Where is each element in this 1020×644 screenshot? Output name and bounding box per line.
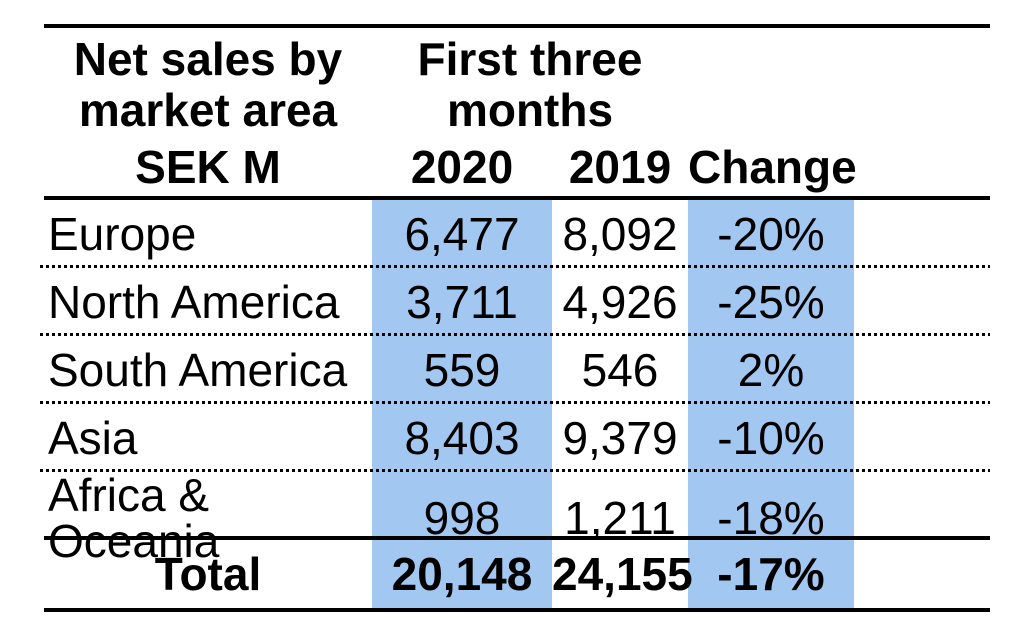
value-2020: 6,477 [404,208,520,260]
column-header-2020: 2020 [410,141,514,193]
period-header: First three months [372,34,688,136]
highlight-band-change [688,200,854,608]
row-label: South America [48,344,348,396]
row-label: Africa & Oceania [48,469,220,567]
net-sales-table: Net sales by market area First three mon… [40,24,990,612]
total-2020: 20,148 [391,548,533,600]
total-top-rule [44,536,990,540]
total-change: -17% [717,548,825,600]
table-row-total: Total 20,148 24,155 -17% [44,540,990,608]
header-bottom-rule [44,196,990,200]
header-title-row: Net sales by market area First three mon… [44,28,990,136]
table-top-rule [44,24,990,28]
table-header: Net sales by market area First three mon… [44,28,990,196]
period-header-line1: First three [417,33,643,85]
column-header-change: Change [688,141,857,193]
table-row-north-america: North America 3,711 4,926 -25% [40,268,990,336]
value-change: -18% [717,492,825,544]
column-header-2019: 2019 [568,141,672,193]
market-area-header-line2: market area [78,84,338,136]
value-change: -10% [717,412,825,464]
value-2020: 559 [423,344,501,396]
row-separator-dotted [40,401,990,404]
row-label: Asia [48,412,138,464]
value-change: 2% [737,344,805,396]
value-change: -20% [717,208,825,260]
row-separator-dotted [40,469,990,472]
value-change: -25% [717,276,825,328]
row-label: Europe [48,208,197,260]
table-row-europe: Europe 6,477 8,092 -20% [40,200,990,268]
total-2019: 24,155 [552,548,693,600]
row-label: North America [48,276,340,328]
table-row-asia: Asia 8,403 9,379 -10% [40,404,990,472]
table-body: Europe 6,477 8,092 -20% North America 3,… [40,200,990,612]
value-2020: 998 [423,492,501,544]
value-2019: 1,211 [564,492,676,544]
value-2019: 4,926 [562,276,678,328]
value-2019: 546 [581,344,659,396]
table-row-africa-oceania: Africa & Oceania 998 1,211 -18% [44,472,990,564]
period-header-line2: months [446,84,614,136]
header-columns-row: SEK M 2020 2019 Change [44,143,990,196]
market-area-header-line1: Net sales by [73,33,343,85]
row-separator-dotted [40,265,990,268]
highlight-band-2020 [372,200,552,608]
value-2019: 9,379 [562,412,678,464]
value-2019: 8,092 [562,208,678,260]
value-2020: 8,403 [404,412,520,464]
value-2020: 3,711 [406,276,518,328]
row-separator-dotted [40,333,990,336]
header-spacer [688,34,990,136]
unit-header: SEK M [135,141,281,193]
table-row-south-america: South America 559 546 2% [40,336,990,404]
total-label: Total [154,548,262,600]
market-area-header: Net sales by market area [44,34,372,136]
